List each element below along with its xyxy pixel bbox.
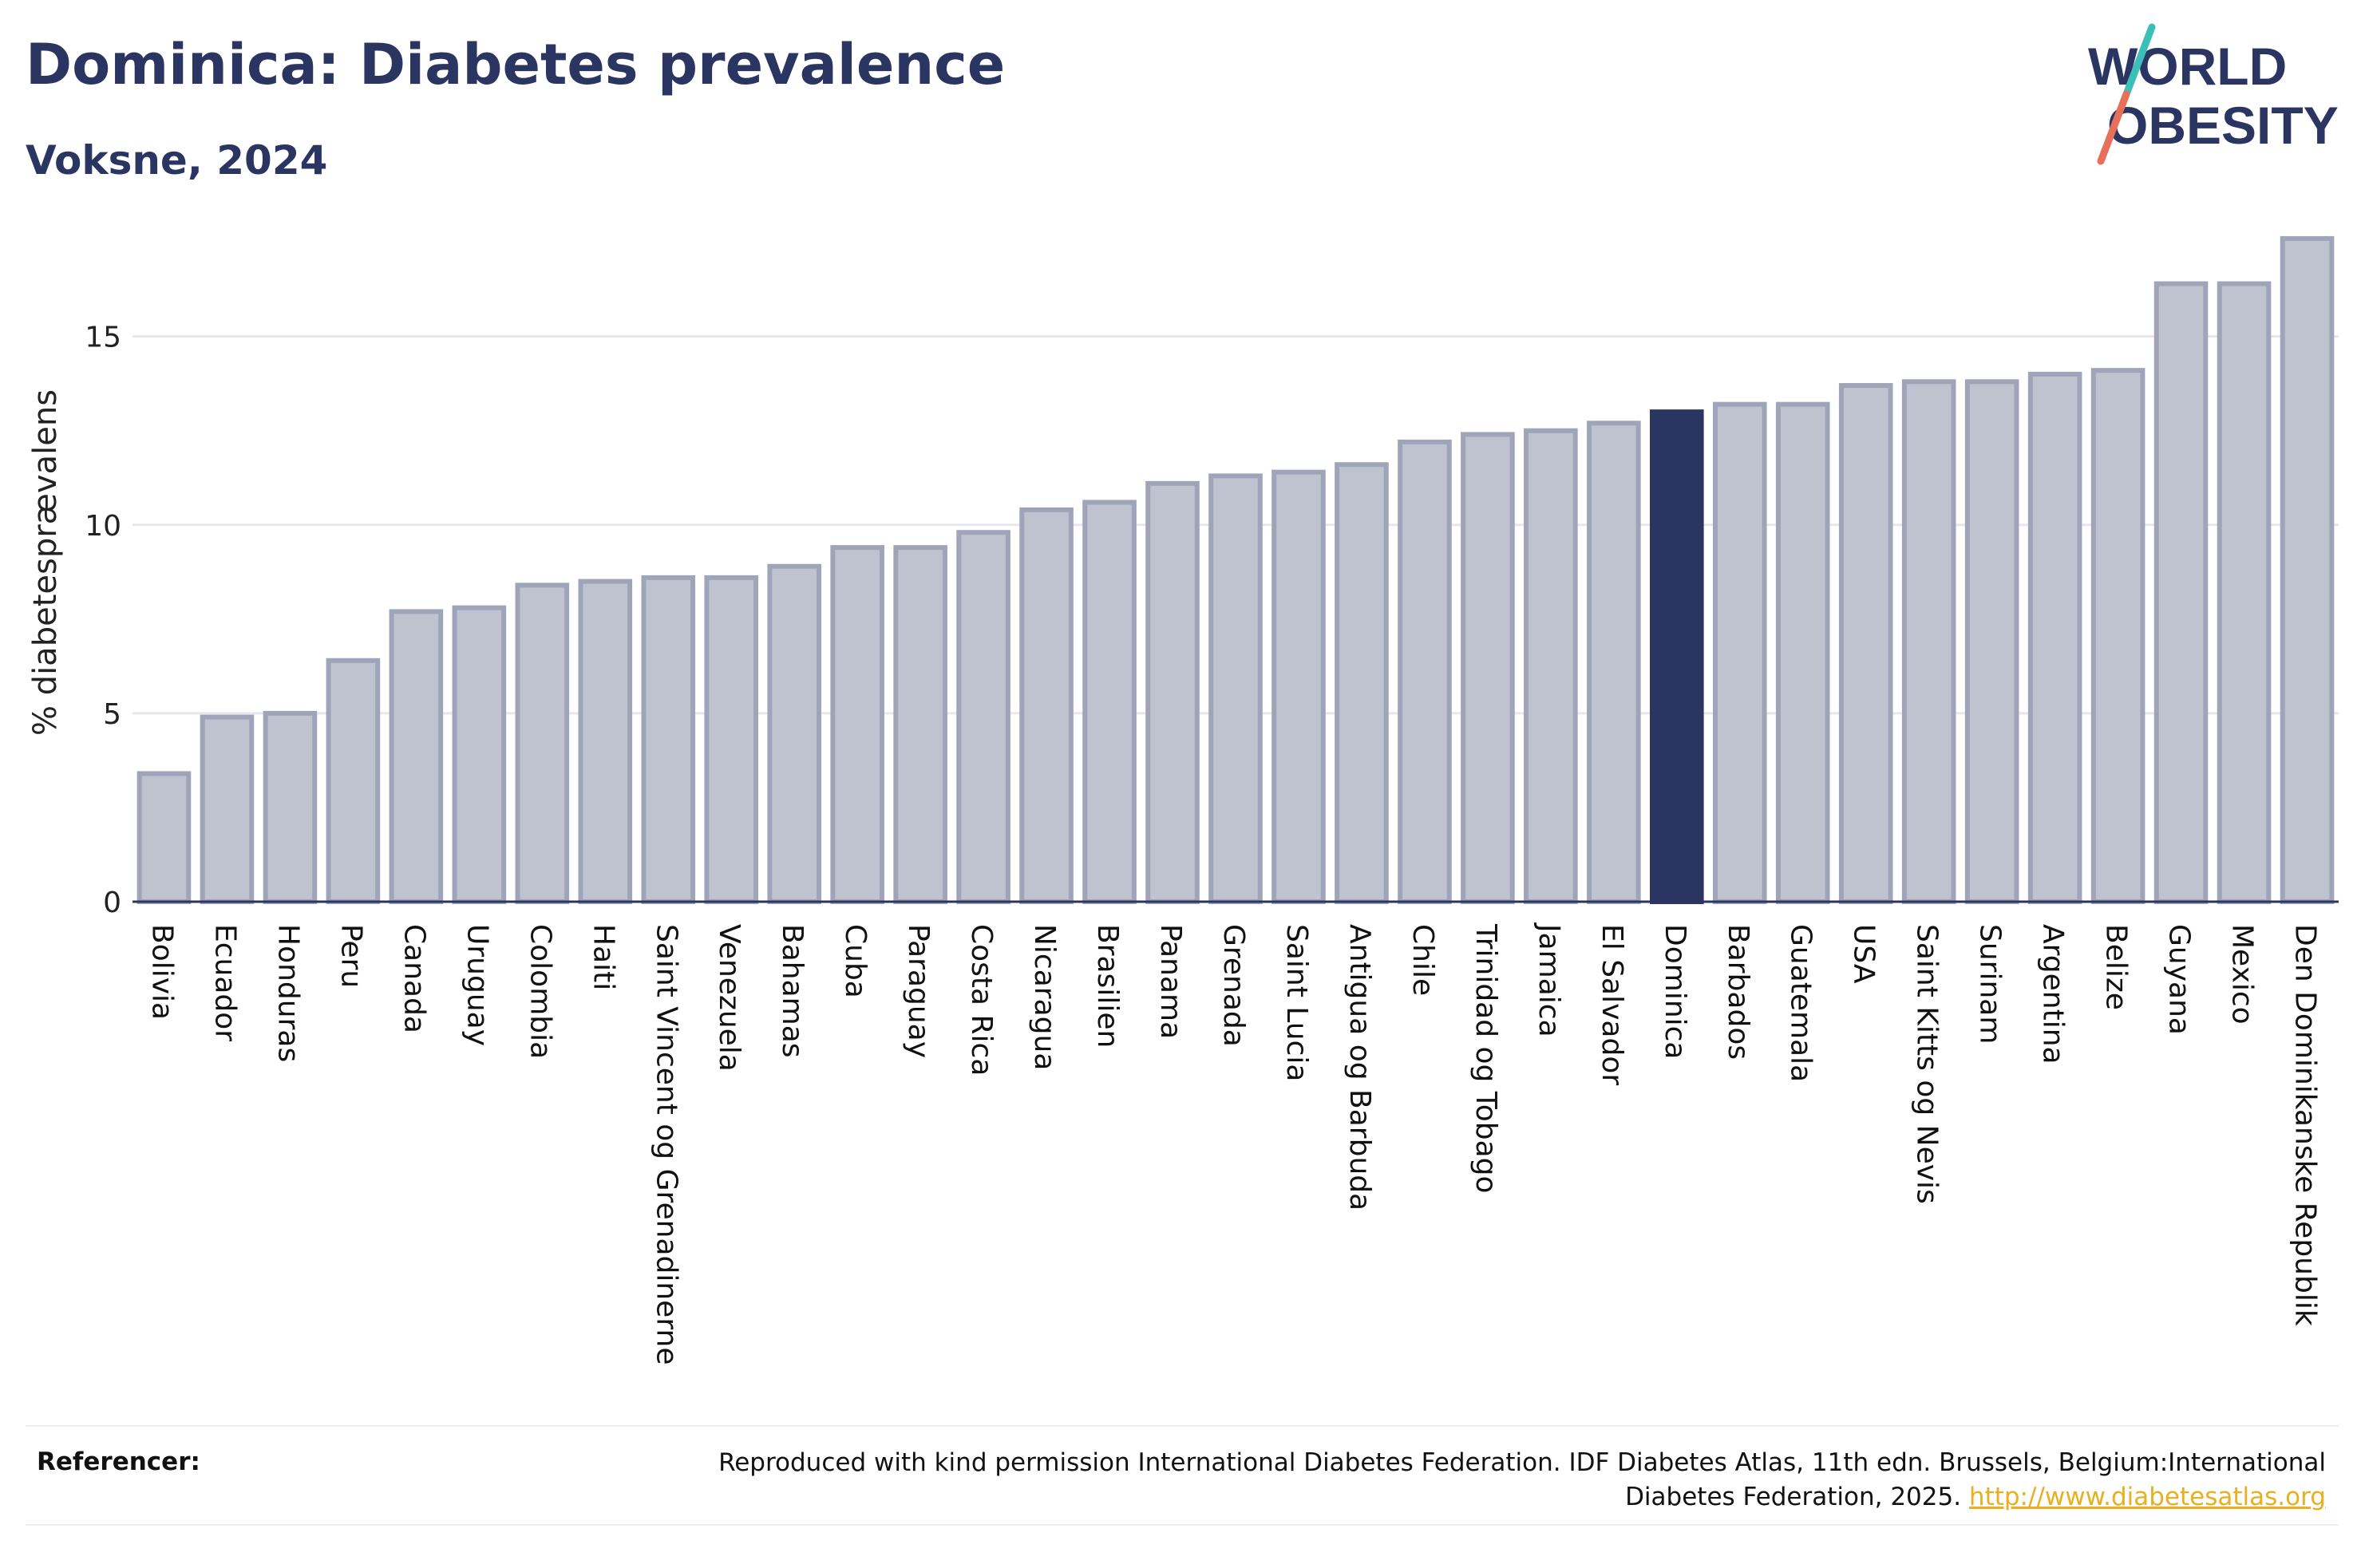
- bar: [1461, 432, 1515, 904]
- footer-divider-bottom: [26, 1524, 2339, 1526]
- bar: [1775, 401, 1830, 904]
- x-tick-label: Surinam: [1974, 924, 2007, 1044]
- x-tick-label: Cuba: [839, 924, 872, 998]
- x-tick-label: Trinidad og Tobago: [1469, 923, 1502, 1194]
- y-tick-label: 5: [103, 698, 121, 731]
- bar: [1019, 507, 1074, 905]
- bar: [641, 575, 696, 905]
- x-tick-label: Belize: [2100, 924, 2133, 1010]
- bar: [389, 609, 444, 905]
- footer-divider-top: [26, 1425, 2339, 1427]
- x-tick-label: Antigua og Barbuda: [1343, 924, 1376, 1211]
- x-tick-label: Costa Rica: [965, 924, 998, 1076]
- bar: [830, 545, 884, 904]
- x-tick-label: Saint Lucia: [1280, 924, 1313, 1081]
- x-tick-label: Saint Vincent og Grenadinerne: [650, 924, 682, 1365]
- x-tick-label: Honduras: [271, 924, 304, 1062]
- y-axis-label: % diabetesprævalens: [27, 389, 64, 736]
- logo-text-obesity: OBESITY: [2107, 96, 2339, 155]
- bar: [1398, 439, 1452, 904]
- x-tick-label: Mexico: [2226, 924, 2259, 1025]
- bar: [956, 530, 1010, 904]
- x-tick-label: Grenada: [1217, 924, 1250, 1047]
- bar: [136, 771, 192, 905]
- x-tick-label: Venezuela: [713, 924, 745, 1072]
- y-tick-label: 15: [85, 322, 121, 354]
- bar: [263, 710, 318, 905]
- references-line-2: Diabetes Federation, 2025.: [1625, 1483, 1962, 1511]
- bar: [2090, 368, 2145, 904]
- y-tick-label: 0: [103, 887, 121, 919]
- bar: [1208, 473, 1263, 904]
- bar: [1712, 401, 1767, 904]
- x-tick-label: Chile: [1406, 924, 1439, 996]
- logo-slash-coral: [2097, 90, 2130, 165]
- x-tick-label: Argentina: [2037, 924, 2070, 1064]
- bar: [1964, 379, 2019, 905]
- references-line-1: Reproduced with kind permission Internat…: [718, 1448, 2326, 1477]
- bar: [452, 605, 507, 905]
- x-tick-label: Uruguay: [461, 924, 493, 1046]
- x-tick-label: Ecuador: [208, 924, 241, 1041]
- world-obesity-logo: WORLD OBESITY: [2088, 23, 2339, 165]
- bar: [893, 545, 947, 904]
- bar: [1082, 500, 1137, 904]
- bar: [515, 583, 570, 904]
- x-tick-label: Jamaica: [1532, 922, 1565, 1037]
- bar: [2280, 235, 2335, 904]
- page-title: Dominica: Diabetes prevalence: [26, 32, 1006, 97]
- bar: [704, 575, 759, 905]
- bar: [1524, 428, 1578, 904]
- bar: [1145, 480, 1200, 904]
- x-tick-label: Peru: [334, 924, 367, 988]
- y-tick-label: 10: [85, 510, 121, 543]
- x-tick-label: Panama: [1154, 924, 1187, 1039]
- bar: [578, 579, 633, 904]
- bar: [2217, 281, 2272, 904]
- x-tick-label: Canada: [397, 924, 430, 1033]
- x-tick-label: Haiti: [587, 924, 619, 990]
- x-tick-label: Bolivia: [145, 924, 178, 1020]
- bar: [1587, 421, 1641, 904]
- x-tick-label: Guatemala: [1785, 924, 1817, 1082]
- bar: [326, 658, 381, 904]
- bar: [200, 714, 255, 904]
- x-tick-label: Saint Kitts og Nevis: [1911, 924, 1944, 1204]
- x-tick-label: Paraguay: [902, 924, 935, 1058]
- x-tick-label: Den Dominikanske Republik: [2289, 924, 2322, 1326]
- bar: [767, 563, 821, 904]
- bar: [1335, 462, 1389, 904]
- logo-slash-teal: [2122, 23, 2156, 98]
- bar: [2027, 371, 2082, 904]
- x-tick-label: Barbados: [1722, 924, 1754, 1060]
- x-tick-label: Colombia: [524, 924, 556, 1059]
- bar: [2153, 281, 2209, 904]
- x-tick-label: Brasilien: [1091, 924, 1124, 1048]
- bar: [1271, 469, 1326, 904]
- diabetesatlas-link[interactable]: http://www.diabetesatlas.org: [1968, 1483, 2326, 1511]
- x-tick-label: Bahamas: [776, 924, 809, 1058]
- logo-text-world: WORLD: [2088, 37, 2287, 96]
- x-tick-label: USA: [1848, 924, 1880, 984]
- references-text: Reproduced with kind permission Internat…: [570, 1446, 2326, 1515]
- x-tick-label: Guyana: [2163, 924, 2196, 1035]
- bar: [1901, 379, 1956, 905]
- x-tick-label: Nicaragua: [1028, 924, 1061, 1070]
- bar: [1838, 383, 1893, 904]
- references-label: Referencer:: [37, 1448, 200, 1476]
- bar-highlighted: [1650, 409, 1704, 904]
- x-tick-label: El Salvador: [1596, 924, 1628, 1085]
- x-tick-label: Dominica: [1659, 924, 1691, 1060]
- page-subtitle: Voksne, 2024: [26, 137, 328, 184]
- bar-chart: 0 5 10 15 % diabetesprævalens Bolivia Ecuador H…: [27, 235, 2339, 1365]
